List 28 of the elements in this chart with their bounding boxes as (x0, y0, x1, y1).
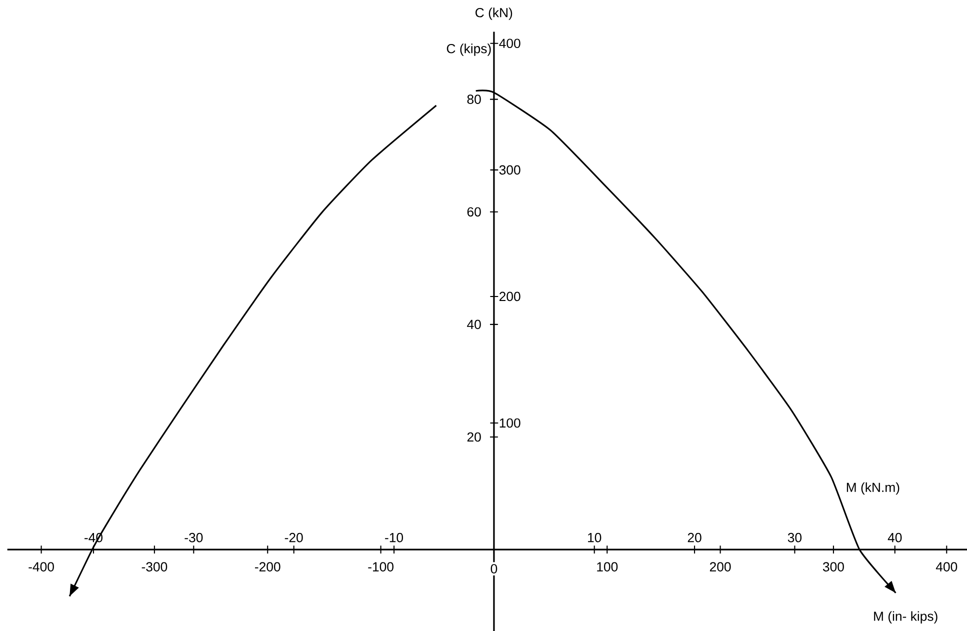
x2-tick-label: 20 (688, 532, 702, 542)
x-tick-label: -300 (142, 562, 168, 572)
y-tick-label: 60 (467, 207, 481, 216)
x-tick-label: 400 (936, 562, 958, 572)
y-axis-title: C (kips) (446, 44, 491, 56)
x2-axis-title: M (kN.m) (846, 482, 900, 495)
x-tick-label: 0 (490, 564, 498, 574)
x2-tick-label: -20 (284, 532, 303, 542)
x-tick-label: -100 (368, 562, 394, 572)
y2-axis-title: C (kN) (476, 8, 512, 20)
x2-tick-label: 40 (888, 532, 902, 542)
x2-tick-label: -30 (184, 532, 203, 542)
y2-tick-label: 400 (499, 38, 520, 48)
y-tick-label: 20 (467, 432, 481, 442)
y-tick-label: 40 (467, 320, 481, 330)
x-tick-label: 100 (597, 562, 618, 572)
y-tick-label: 80 (467, 94, 481, 104)
x2-tick-label: 30 (788, 532, 802, 542)
y2-tick-label: 200 (500, 292, 520, 302)
x-tick-label: -200 (255, 562, 280, 572)
y2-tick-label: 100 (500, 418, 520, 428)
x-axis-title: M (in- kips) (874, 611, 938, 624)
x-tick-label: 200 (710, 562, 731, 572)
x2-tick-label: -10 (385, 532, 404, 542)
y2-tick-label: 300 (499, 165, 520, 175)
x-tick-label: -400 (28, 562, 54, 572)
x2-tick-label: 10 (588, 532, 602, 542)
x-tick-label: 300 (822, 562, 844, 572)
